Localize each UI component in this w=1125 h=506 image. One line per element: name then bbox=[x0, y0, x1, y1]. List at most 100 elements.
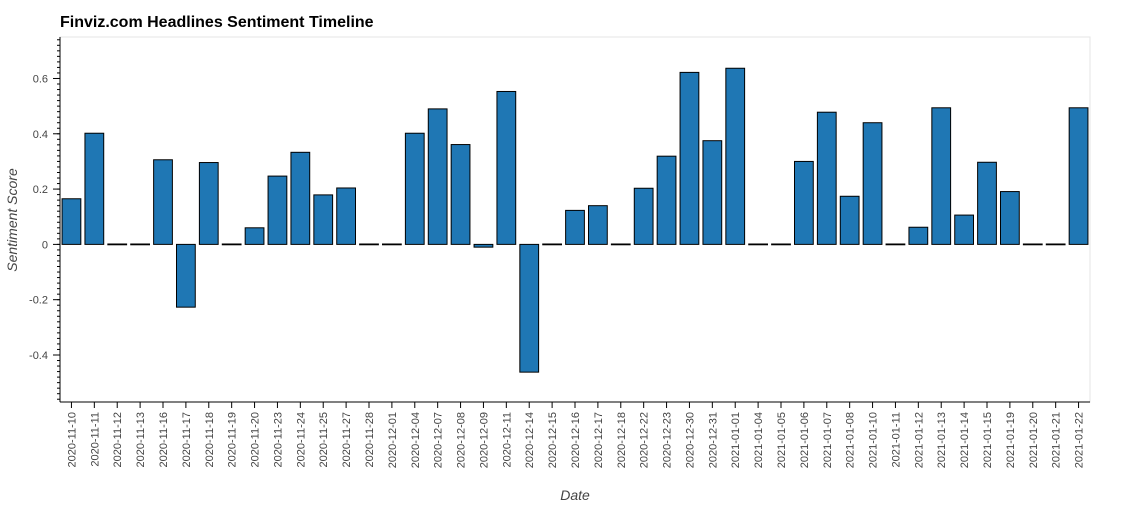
x-tick-label: 2020-11-17 bbox=[181, 412, 193, 467]
bar-2020-11-18 bbox=[198, 162, 219, 245]
bar-2020-12-04 bbox=[404, 132, 425, 245]
y-tick-label: -0.2 bbox=[29, 295, 48, 307]
bar-2020-12-08 bbox=[450, 144, 471, 245]
x-tick-label: 2021-01-01 bbox=[730, 412, 742, 468]
bar-2021-01-19 bbox=[1000, 191, 1020, 245]
x-tick-label: 2020-11-25 bbox=[318, 412, 330, 467]
x-tick-label: 2020-11-24 bbox=[295, 412, 307, 467]
bar-2021-01-15 bbox=[977, 161, 997, 245]
y-tick-label: 0 bbox=[42, 239, 48, 251]
x-tick-label: 2021-01-19 bbox=[1005, 412, 1017, 468]
bar-2020-11-24 bbox=[290, 151, 311, 245]
x-tick-label: 2020-12-04 bbox=[410, 412, 422, 468]
x-tick-label: 2021-01-07 bbox=[822, 412, 834, 468]
bar-2020-12-11 bbox=[496, 90, 517, 245]
x-tick-label: 2021-01-22 bbox=[1074, 412, 1086, 468]
x-axis: 2020-11-10 2020-11-11 2020-11-12 2020-11-13… bbox=[60, 401, 1090, 468]
bar-2021-01-21 bbox=[1045, 243, 1066, 246]
bar-2020-12-17 bbox=[588, 205, 608, 245]
bar-2021-01-04 bbox=[748, 243, 768, 246]
bar-2021-01-10 bbox=[862, 122, 883, 245]
x-tick-label: 2021-01-14 bbox=[959, 412, 971, 468]
x-tick-label: 2021-01-20 bbox=[1028, 412, 1040, 468]
bar-2021-01-07 bbox=[816, 111, 837, 245]
bar-2020-12-18 bbox=[610, 243, 631, 246]
x-tick-label: 2020-12-31 bbox=[707, 412, 719, 468]
bar-2021-01-11 bbox=[885, 243, 906, 246]
x-tick-label: 2021-01-21 bbox=[1051, 412, 1063, 468]
y-tick-label: 0.2 bbox=[33, 184, 48, 196]
bar-2021-01-14 bbox=[954, 214, 974, 245]
x-tick-label: 2020-12-07 bbox=[433, 412, 445, 468]
x-tick-label: 2020-12-17 bbox=[593, 412, 605, 468]
bar-2020-11-23 bbox=[267, 175, 288, 245]
bar-2021-01-12 bbox=[908, 226, 929, 245]
bar-2020-12-31 bbox=[702, 140, 723, 245]
bar-2020-12-01 bbox=[382, 243, 402, 246]
y-axis: -0.4 -0.2 0 0.2 0.4 0.6 bbox=[29, 37, 61, 402]
y-axis-label: Sentiment Score bbox=[4, 168, 20, 272]
x-tick-label: 2021-01-12 bbox=[913, 412, 925, 468]
x-tick-label: 2021-01-13 bbox=[936, 412, 948, 468]
bars-group bbox=[61, 67, 1089, 373]
x-tick-label: 2020-12-23 bbox=[662, 412, 674, 468]
bar-2020-11-12 bbox=[107, 243, 128, 246]
bar-2020-11-19 bbox=[221, 243, 242, 246]
x-tick-label: 2020-12-22 bbox=[639, 412, 651, 468]
x-tick-label: 2021-01-08 bbox=[845, 412, 857, 468]
x-tick-label: 2020-12-08 bbox=[456, 412, 468, 468]
bar-2020-11-13 bbox=[130, 243, 150, 246]
bar-2021-01-08 bbox=[839, 195, 860, 245]
x-tick-label: 2020-12-09 bbox=[478, 412, 490, 468]
x-axis-label: Date bbox=[560, 487, 590, 503]
x-tick-label: 2020-12-01 bbox=[387, 412, 399, 468]
bar-2020-12-30 bbox=[679, 71, 700, 245]
bar-2020-11-25 bbox=[313, 194, 334, 245]
bar-2020-11-16 bbox=[153, 159, 173, 245]
y-tick-label: 0.4 bbox=[33, 129, 48, 141]
x-tick-label: 2020-12-18 bbox=[616, 412, 628, 468]
x-tick-label: 2020-12-30 bbox=[684, 412, 696, 468]
bar-2020-12-22 bbox=[633, 187, 654, 245]
bar-2020-12-15 bbox=[542, 243, 562, 246]
chart-title: Finviz.com Headlines Sentiment Timeline bbox=[60, 14, 374, 31]
x-tick-label: 2020-11-20 bbox=[250, 412, 262, 467]
bar-2021-01-13 bbox=[931, 107, 952, 245]
x-tick-label: 2021-01-04 bbox=[753, 412, 765, 468]
x-tick-label: 2020-11-18 bbox=[204, 412, 216, 467]
x-tick-label: 2020-11-23 bbox=[272, 412, 284, 467]
bar-2020-11-11 bbox=[84, 132, 105, 245]
x-tick-label: 2021-01-06 bbox=[799, 412, 811, 468]
x-tick-label: 2021-01-10 bbox=[868, 412, 880, 468]
x-tick-label: 2020-11-10 bbox=[66, 412, 78, 467]
bar-2021-01-20 bbox=[1022, 243, 1043, 246]
bar-2020-12-16 bbox=[565, 209, 585, 245]
x-tick-label: 2020-11-12 bbox=[112, 412, 124, 467]
bar-2020-12-07 bbox=[427, 108, 448, 245]
y-tick-label: 0.6 bbox=[33, 73, 48, 85]
bar-2021-01-01 bbox=[725, 67, 746, 245]
bar-2020-11-28 bbox=[359, 243, 379, 246]
bar-2020-12-14 bbox=[519, 243, 540, 373]
x-tick-label: 2020-11-16 bbox=[158, 412, 170, 467]
x-tick-label: 2020-12-14 bbox=[524, 412, 536, 468]
x-tick-label: 2021-01-11 bbox=[890, 412, 902, 467]
x-tick-label: 2020-11-27 bbox=[341, 412, 353, 467]
x-tick-label: 2021-01-05 bbox=[776, 412, 788, 468]
bar-2021-01-05 bbox=[771, 243, 791, 246]
bar-2020-11-10 bbox=[61, 198, 82, 245]
bar-2020-11-17 bbox=[176, 243, 196, 308]
x-tick-label: 2020-12-15 bbox=[547, 412, 559, 468]
x-tick-label: 2020-11-19 bbox=[227, 412, 239, 467]
bar-2021-01-06 bbox=[794, 160, 814, 245]
bar-2020-12-09 bbox=[473, 243, 494, 248]
x-tick-label: 2020-11-28 bbox=[364, 412, 376, 467]
x-tick-label: 2021-01-15 bbox=[982, 412, 994, 468]
x-tick-label: 2020-12-16 bbox=[570, 412, 582, 468]
bar-2020-11-20 bbox=[244, 227, 265, 245]
x-tick-label: 2020-11-13 bbox=[135, 412, 147, 467]
bar-2021-01-22 bbox=[1068, 107, 1089, 245]
bar-2020-11-27 bbox=[336, 187, 357, 245]
